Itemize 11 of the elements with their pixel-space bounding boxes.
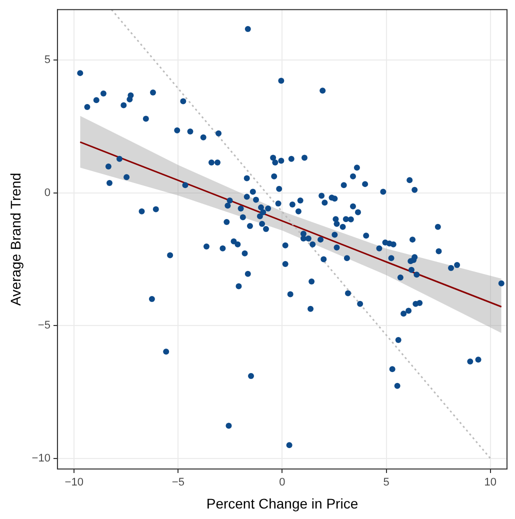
- x-tick-label: 10: [484, 476, 496, 489]
- y-tick-label: −10: [32, 452, 50, 464]
- x-axis-title: Percent Change in Price: [206, 495, 358, 512]
- y-tick-label: −5: [38, 320, 50, 332]
- y-tick-label: 0: [44, 186, 50, 199]
- x-tick-label: −10: [64, 476, 84, 489]
- x-tick-label: 0: [279, 476, 286, 489]
- y-axis-title: Average Brand Trend: [7, 172, 24, 306]
- y-tick-label: 5: [44, 54, 50, 66]
- x-tick-label: 5: [383, 476, 390, 489]
- x-tick-label: −5: [172, 476, 184, 489]
